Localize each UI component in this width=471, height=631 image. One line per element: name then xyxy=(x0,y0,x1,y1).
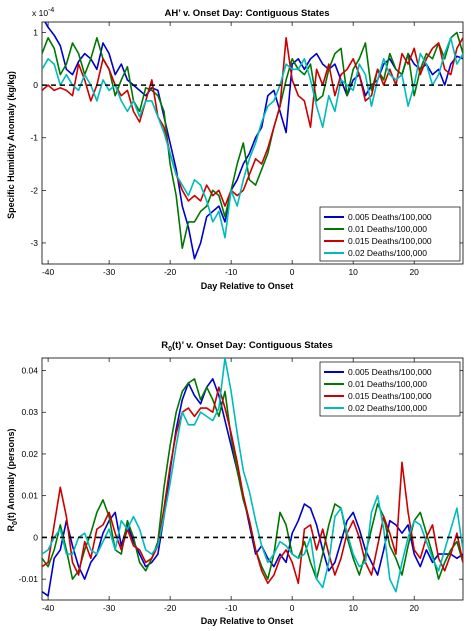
y-tick-label: 0.03 xyxy=(21,407,38,417)
y-tick-label: 0.04 xyxy=(21,366,38,376)
series-line xyxy=(42,358,463,593)
x-tick-label: 10 xyxy=(348,267,358,277)
y-axis-label: R0(t) Anomaly (persons) xyxy=(6,428,19,531)
x-tick-label: 20 xyxy=(409,267,419,277)
series-line xyxy=(42,31,463,249)
plot-area xyxy=(41,21,464,265)
x-axis-label: Day Relative to Onset xyxy=(201,616,294,626)
y-axis-label: Specific Humidity Anomaly (kg/kg) xyxy=(6,71,16,219)
legend-label: 0.015 Deaths/100,000 xyxy=(348,236,432,246)
legend-label: 0.005 Deaths/100,000 xyxy=(348,367,432,377)
x-tick-label: -30 xyxy=(103,267,116,277)
x-tick-label: 10 xyxy=(348,603,358,613)
r0-chart: R0(t)’ v. Onset Day: Contiguous States D… xyxy=(6,340,464,626)
series-line xyxy=(42,36,463,207)
legend-label: 0.005 Deaths/100,000 xyxy=(348,212,432,222)
legend-label: 0.02 Deaths/100,000 xyxy=(348,403,427,413)
x-tick-label: 0 xyxy=(290,603,295,613)
y-tick-label: 0 xyxy=(33,80,38,90)
y-exponent-label: x 10-4 xyxy=(32,7,54,18)
y-tick-label: 0 xyxy=(33,532,38,542)
x-tick-label: -30 xyxy=(103,603,116,613)
y-tick-label: 1 xyxy=(33,28,38,38)
x-tick-label: -20 xyxy=(164,267,177,277)
series-line xyxy=(42,36,463,239)
y-tick-label: -0.01 xyxy=(19,574,39,584)
humidity-chart: AH’ v. Onset Day: Contiguous States x 10… xyxy=(6,7,464,291)
x-tick-label: -40 xyxy=(42,267,55,277)
y-tick-label: -2 xyxy=(30,185,38,195)
plot-area xyxy=(41,357,464,601)
series-line xyxy=(42,378,463,597)
legend-label: 0.015 Deaths/100,000 xyxy=(348,391,432,401)
legend-label: 0.02 Deaths/100,000 xyxy=(348,248,427,258)
series-line xyxy=(42,386,463,585)
x-tick-label: -10 xyxy=(225,603,238,613)
legend-label: 0.01 Deaths/100,000 xyxy=(348,224,427,234)
x-tick-label: -40 xyxy=(42,603,55,613)
series-line xyxy=(44,22,463,260)
chart-title: R0(t)’ v. Onset Day: Contiguous States xyxy=(161,340,333,353)
y-tick-label: -3 xyxy=(30,238,38,248)
x-tick-label: 20 xyxy=(409,603,419,613)
x-axis-label: Day Relative to Onset xyxy=(201,281,294,291)
x-tick-label: -20 xyxy=(164,603,177,613)
chart-title: AH’ v. Onset Day: Contiguous States xyxy=(164,8,329,19)
x-tick-label: 0 xyxy=(290,267,295,277)
y-tick-label: -1 xyxy=(30,133,38,143)
y-tick-label: 0.02 xyxy=(21,449,38,459)
x-tick-label: -10 xyxy=(225,267,238,277)
y-tick-label: 0.01 xyxy=(21,491,38,501)
legend-label: 0.01 Deaths/100,000 xyxy=(348,379,427,389)
